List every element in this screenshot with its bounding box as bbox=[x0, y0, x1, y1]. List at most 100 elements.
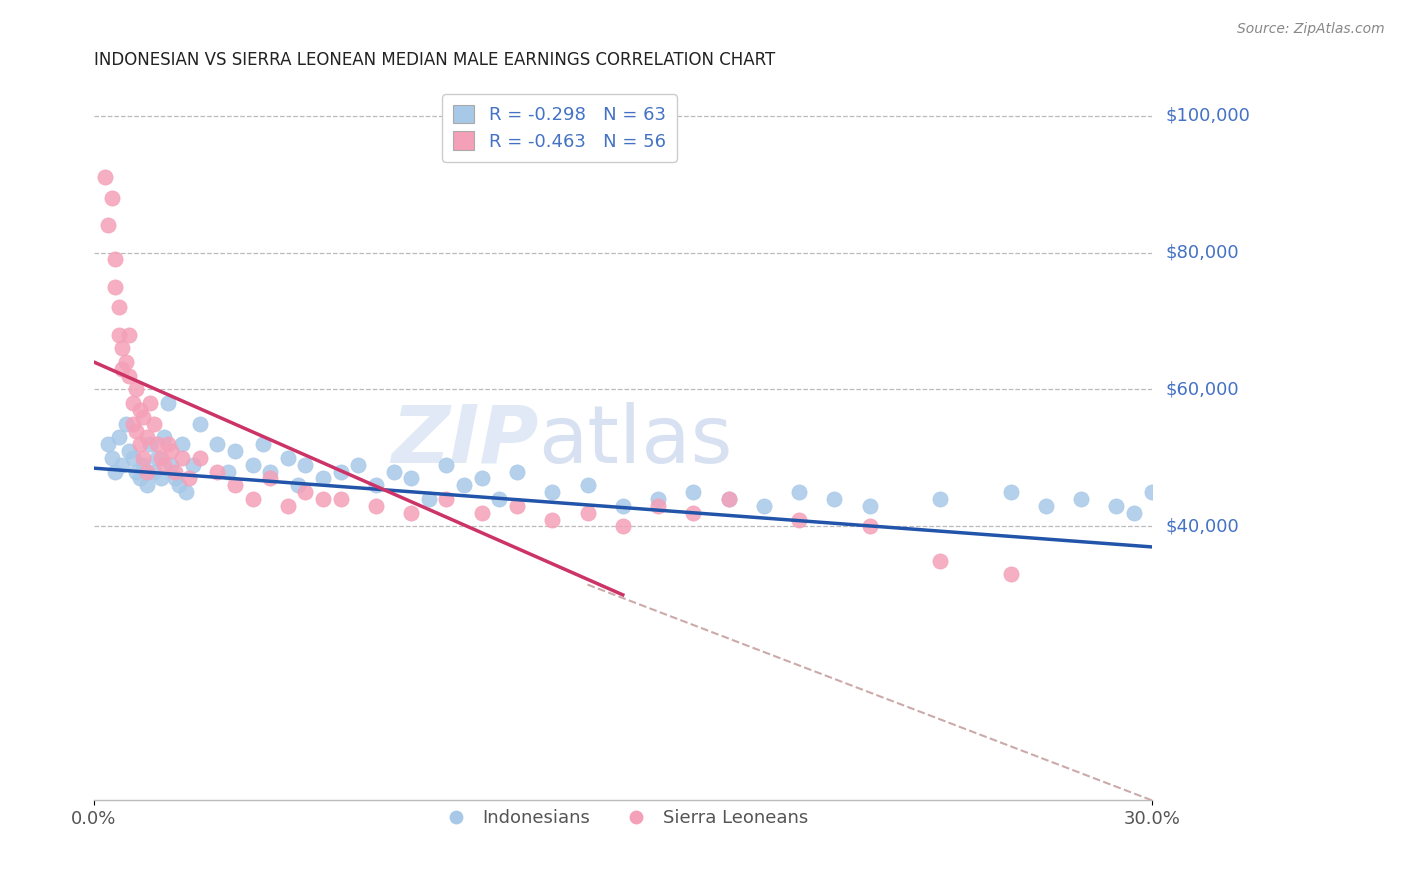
Point bbox=[153, 430, 176, 444]
Point bbox=[207, 465, 229, 479]
Point bbox=[128, 437, 150, 451]
Point bbox=[717, 491, 740, 506]
Point bbox=[188, 450, 211, 465]
Point bbox=[107, 327, 129, 342]
Point bbox=[118, 444, 141, 458]
Point bbox=[170, 450, 193, 465]
Point bbox=[170, 437, 193, 451]
Point bbox=[132, 409, 155, 424]
Point bbox=[929, 491, 952, 506]
Point bbox=[682, 485, 704, 500]
Point bbox=[329, 491, 352, 506]
Point bbox=[118, 327, 141, 342]
Point bbox=[128, 403, 150, 417]
Point bbox=[156, 437, 179, 451]
Legend: Indonesians, Sierra Leoneans: Indonesians, Sierra Leoneans bbox=[430, 802, 815, 834]
Point bbox=[104, 279, 127, 293]
Point bbox=[364, 478, 387, 492]
Point bbox=[174, 485, 197, 500]
Point bbox=[181, 458, 204, 472]
Point bbox=[121, 450, 143, 465]
Point bbox=[163, 465, 186, 479]
Point bbox=[1035, 499, 1057, 513]
Point bbox=[135, 430, 157, 444]
Point bbox=[118, 368, 141, 383]
Point bbox=[107, 430, 129, 444]
Point bbox=[114, 355, 136, 369]
Point bbox=[135, 465, 157, 479]
Point bbox=[347, 458, 370, 472]
Point bbox=[217, 465, 239, 479]
Point bbox=[576, 506, 599, 520]
Point bbox=[224, 478, 246, 492]
Point bbox=[104, 465, 127, 479]
Point bbox=[277, 499, 299, 513]
Text: INDONESIAN VS SIERRA LEONEAN MEDIAN MALE EARNINGS CORRELATION CHART: INDONESIAN VS SIERRA LEONEAN MEDIAN MALE… bbox=[94, 51, 775, 69]
Point bbox=[382, 465, 405, 479]
Point bbox=[399, 471, 422, 485]
Point bbox=[294, 485, 316, 500]
Point bbox=[139, 437, 162, 451]
Point bbox=[111, 458, 134, 472]
Point bbox=[132, 458, 155, 472]
Point bbox=[1105, 499, 1128, 513]
Point bbox=[125, 465, 148, 479]
Point bbox=[787, 512, 810, 526]
Point bbox=[312, 491, 335, 506]
Point bbox=[453, 478, 475, 492]
Point bbox=[488, 491, 510, 506]
Point bbox=[114, 417, 136, 431]
Point bbox=[471, 506, 494, 520]
Point bbox=[1000, 485, 1022, 500]
Point bbox=[100, 450, 122, 465]
Point bbox=[471, 471, 494, 485]
Point bbox=[287, 478, 309, 492]
Point bbox=[121, 417, 143, 431]
Point bbox=[149, 450, 172, 465]
Point bbox=[179, 471, 201, 485]
Text: atlas: atlas bbox=[538, 401, 733, 480]
Point bbox=[107, 300, 129, 314]
Point bbox=[576, 478, 599, 492]
Text: $60,000: $60,000 bbox=[1166, 380, 1239, 399]
Point bbox=[125, 383, 148, 397]
Point bbox=[111, 342, 134, 356]
Point bbox=[132, 450, 155, 465]
Point bbox=[125, 424, 148, 438]
Point bbox=[142, 465, 165, 479]
Point bbox=[612, 499, 634, 513]
Point bbox=[436, 458, 458, 472]
Point bbox=[418, 491, 440, 506]
Point bbox=[128, 471, 150, 485]
Point bbox=[153, 458, 176, 472]
Point bbox=[752, 499, 775, 513]
Point bbox=[188, 417, 211, 431]
Point bbox=[364, 499, 387, 513]
Point bbox=[1000, 567, 1022, 582]
Point bbox=[259, 465, 281, 479]
Point bbox=[436, 491, 458, 506]
Point bbox=[294, 458, 316, 472]
Point bbox=[135, 478, 157, 492]
Point bbox=[277, 450, 299, 465]
Text: $100,000: $100,000 bbox=[1166, 106, 1250, 125]
Point bbox=[242, 491, 264, 506]
Point bbox=[541, 512, 564, 526]
Point bbox=[121, 396, 143, 410]
Point bbox=[1140, 485, 1163, 500]
Point bbox=[104, 252, 127, 267]
Point bbox=[647, 499, 669, 513]
Text: Source: ZipAtlas.com: Source: ZipAtlas.com bbox=[1237, 22, 1385, 37]
Text: ZIP: ZIP bbox=[391, 401, 538, 480]
Point bbox=[93, 170, 115, 185]
Point bbox=[111, 362, 134, 376]
Point bbox=[858, 499, 880, 513]
Point bbox=[682, 506, 704, 520]
Point bbox=[100, 191, 122, 205]
Point bbox=[224, 444, 246, 458]
Point bbox=[612, 519, 634, 533]
Point bbox=[160, 444, 183, 458]
Point bbox=[149, 471, 172, 485]
Point bbox=[929, 553, 952, 567]
Point bbox=[252, 437, 274, 451]
